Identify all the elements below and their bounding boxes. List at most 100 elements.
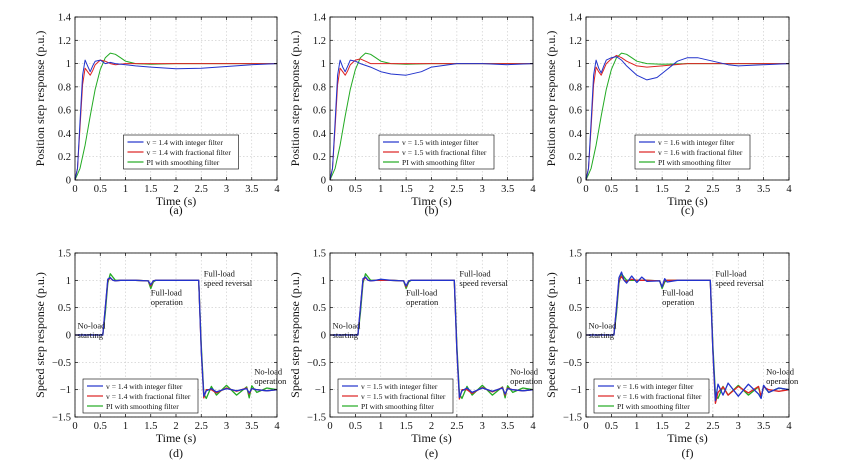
x-tick-label: 0.5 [605,184,618,195]
panel-caption: (a) [169,203,182,217]
x-tick-label: 3.5 [757,184,770,195]
annotation-text: Full-load [406,288,438,298]
y-tick-label: 0 [577,176,582,187]
y-tick-label: 0.4 [58,129,72,140]
y-tick-label: 0.6 [313,106,326,117]
y-tick-label: 1 [577,276,582,287]
x-tick-label: 4 [530,184,536,195]
x-tick-label: 0.5 [605,421,618,432]
chart-panel: 0 0.5 1 1.5 2 2.5 3 3.5 4 0 0.2 0.4 0.6 0.8 1 1.2 1.4 Tim… [33,13,280,218]
x-tick-label: 2 [173,421,178,432]
annotation-text: operation [406,297,439,307]
legend-label: v = 1.4 with fractional filter [147,148,232,157]
x-tick-label: 3 [480,421,485,432]
x-tick-label: 1 [634,421,639,432]
series-group [75,52,277,180]
series-group [586,52,789,180]
x-tick-label: 2.5 [450,421,463,432]
annotation-text: Full-load [204,269,236,279]
series-group [75,273,277,400]
y-tick-label: 0.5 [313,303,326,314]
chart-panel: 0 0.5 1 1.5 2 2.5 3 3.5 4 0 0.2 0.4 0.6 0.8 1 1.2 1.4 Tim… [544,13,792,218]
y-tick-label: −0.5 [52,358,71,369]
x-tick-label: 3.5 [245,421,258,432]
y-tick-label: −1 [60,385,71,396]
x-tick-label: 2.5 [450,184,463,195]
x-tick-label: 1.5 [400,184,413,195]
legend-label: PI with smoothing filter [106,402,179,411]
y-tick-label: 1.5 [569,249,582,260]
x-axis-label: Time (s) [667,194,708,208]
x-tick-label: 3 [224,184,229,195]
legend-label: PI with smoothing filter [361,402,434,411]
annotation-text: starting [78,330,104,340]
series-line [75,276,277,397]
x-tick-label: 0 [327,184,332,195]
y-tick-label: 0 [66,331,71,342]
y-tick-label: 0.2 [569,152,582,163]
panel-caption: (e) [425,446,438,460]
annotation-text: starting [589,330,615,340]
y-tick-label: −1.5 [307,413,326,424]
chart-panel: 0 0.5 1 1.5 2 2.5 3 3.5 4−1.5−1−0.500.511.5Time … [288,249,543,461]
series-group [330,273,533,400]
x-tick-label: 0.5 [94,421,107,432]
x-tick-label: 2.5 [706,184,719,195]
x-axis-label: Time (s) [156,431,197,445]
series-group [586,271,789,404]
x-tick-label: 4 [530,421,536,432]
chart-panel: 0 0.5 1 1.5 2 2.5 3 3.5 4 0 0.2 0.4 0.6 0.8 1 1.2 1.4 Tim… [288,13,536,218]
x-tick-label: 2 [685,184,690,195]
chart-panel: 0 0.5 1 1.5 2 2.5 3 3.5 4−1.5−1−0.500.511.5Time … [544,249,799,461]
legend-label: v = 1.6 with integer filter [617,382,694,391]
x-axis-label: Time (s) [156,194,197,208]
y-tick-label: −0.5 [307,358,326,369]
x-tick-label: 4 [274,421,280,432]
annotation-text: operation [510,376,543,386]
annotation-text: operation [151,297,184,307]
x-tick-label: 2 [429,421,434,432]
annotation-text: Full-load [459,269,491,279]
x-tick-label: 3.5 [757,421,770,432]
x-tick-label: 1.5 [144,421,157,432]
y-tick-label: −0.5 [563,358,582,369]
annotation-text: No-load [510,366,539,376]
x-tick-label: 3 [736,184,741,195]
y-tick-label: 0.8 [313,82,326,93]
legend-label: v = 1.5 with integer filter [361,382,438,391]
x-axis-label: Time (s) [411,194,452,208]
legend-label: v = 1.5 with fractional filter [402,148,487,157]
x-tick-label: 0 [72,421,77,432]
y-axis-label: Speed step response (p.u.) [288,272,302,398]
y-tick-label: −1 [571,385,582,396]
y-tick-label: −1.5 [52,413,71,424]
x-tick-label: 0.5 [349,184,362,195]
legend-label: v = 1.5 with fractional filter [361,392,446,401]
x-tick-label: 1.5 [656,421,669,432]
y-tick-label: 0.6 [58,106,71,117]
y-tick-label: 1.5 [313,249,326,260]
y-tick-label: 0.4 [569,129,583,140]
y-tick-label: 0 [321,176,326,187]
x-tick-label: 1.5 [400,421,413,432]
annotation-text: speed reversal [715,278,764,288]
annotation-text: Full-load [151,288,183,298]
annotation-text: speed reversal [459,278,508,288]
y-tick-label: 0.4 [313,129,327,140]
x-tick-label: 0 [583,421,588,432]
x-tick-label: 1 [123,184,128,195]
legend-label: PI with smoothing filter [617,402,690,411]
y-tick-label: 1 [577,59,582,70]
x-tick-label: 0 [583,184,588,195]
legend-label: v = 1.6 with fractional filter [617,392,702,401]
y-tick-label: 0 [66,176,71,187]
x-tick-label: 3 [480,184,485,195]
y-tick-label: 1 [66,276,71,287]
annotation-text: Full-load [715,269,747,279]
